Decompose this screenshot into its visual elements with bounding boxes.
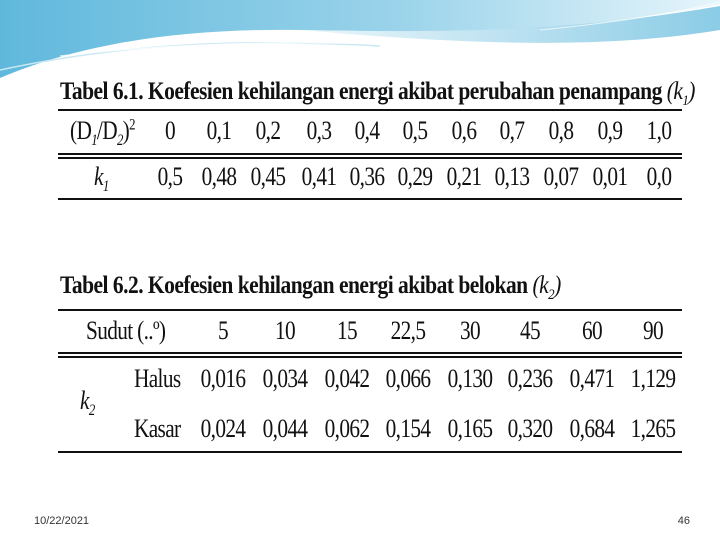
- table-cell: 0,130: [447, 364, 493, 393]
- table-cell: 0,07: [543, 162, 579, 191]
- r1-d: 2: [116, 132, 123, 150]
- table-2-header-label: Sudut (..º): [86, 316, 166, 345]
- title1-sym: (k: [666, 78, 683, 105]
- title2-sym: (k: [532, 272, 549, 299]
- table-cell: 0,41: [301, 162, 337, 191]
- table-cell: 0,062: [324, 414, 370, 443]
- r1-e: ): [122, 116, 130, 145]
- g-a: k: [80, 386, 89, 415]
- table-2-row2-label: Kasar: [134, 414, 181, 443]
- table-1-title-text: Tabel 6.1. Koefesien kehilangan energi a…: [60, 78, 662, 105]
- table-cell: 1,0: [646, 116, 672, 145]
- table-2-bottom-rule: [58, 451, 682, 453]
- title1-sym-close: ): [688, 78, 695, 105]
- table-cell: 0,042: [324, 364, 370, 393]
- title2-sym-sub: 2: [548, 287, 555, 303]
- table-1-top-rule: [58, 109, 682, 111]
- table-1-title: Tabel 6.1. Koefesien kehilangan energi a…: [60, 78, 695, 110]
- table-cell: 0,0: [646, 162, 672, 191]
- table-cell: 0,034: [262, 364, 308, 393]
- table-cell: 0,2: [255, 116, 281, 145]
- table-1-row2-label: k1: [94, 162, 109, 196]
- table-cell: 0,684: [569, 414, 615, 443]
- table-1-row1-label: (D1/D2)2: [70, 116, 136, 150]
- table-cell: 0,29: [397, 162, 433, 191]
- r1-f: 2: [129, 116, 135, 134]
- table-cell: 0,7: [499, 116, 525, 145]
- table-cell: 0,5: [157, 162, 183, 191]
- table-cell: 0,36: [349, 162, 385, 191]
- r1-a: (D: [70, 116, 92, 145]
- table-cell: 0,13: [494, 162, 530, 191]
- table-cell: 0,48: [201, 162, 237, 191]
- table-cell: 0,1: [206, 116, 232, 145]
- table-cell: 45: [519, 316, 541, 345]
- table-cell: 0,9: [597, 116, 623, 145]
- r1-b: 1: [91, 132, 97, 150]
- table-2-double-rule-b: [58, 356, 682, 358]
- table-cell: 0,165: [447, 414, 493, 443]
- table-cell: 0,6: [451, 116, 477, 145]
- table-cell: 0,016: [200, 364, 246, 393]
- table-cell: 10: [274, 316, 296, 345]
- header-wave-decoration: [0, 0, 720, 78]
- footer-page-number: 46: [677, 515, 690, 527]
- table-1-double-rule-b: [58, 157, 682, 159]
- table-cell: 90: [642, 316, 664, 345]
- table-cell: 0,5: [402, 116, 428, 145]
- table-cell: 0,471: [569, 364, 615, 393]
- table-2-group-label: k2: [80, 386, 95, 420]
- table-cell: 0,01: [592, 162, 628, 191]
- table-2-double-rule-a: [58, 352, 682, 354]
- table-1-bottom-rule: [58, 198, 682, 200]
- table-2-title: Tabel 6.2. Koefesien kehilangan energi a…: [60, 272, 561, 304]
- table-cell: 15: [336, 316, 358, 345]
- table-2-top-rule: [58, 309, 682, 311]
- table-2-title-symbol: (k2): [532, 272, 561, 303]
- table-cell: 0,3: [306, 116, 332, 145]
- title1-sym-sub: 1: [682, 93, 689, 109]
- table-cell: 5: [217, 316, 229, 345]
- table-cell: 0,236: [507, 364, 553, 393]
- g-b: 2: [88, 402, 95, 420]
- table-cell: 0,320: [507, 414, 553, 443]
- table-2-row1-label: Halus: [134, 364, 181, 393]
- table-1-title-symbol: (k1): [666, 78, 696, 109]
- table-cell: 0,024: [200, 414, 246, 443]
- footer-date: 10/22/2021: [34, 515, 90, 527]
- table-cell: 0,45: [250, 162, 286, 191]
- r1-c: /D: [96, 116, 118, 145]
- table-cell: 0,154: [385, 414, 431, 443]
- table-cell: 1,129: [630, 364, 676, 393]
- table-cell: 60: [581, 316, 603, 345]
- table-cell: 22,5: [390, 316, 426, 345]
- table-cell: 0,21: [446, 162, 482, 191]
- table-cell: 0,044: [262, 414, 308, 443]
- r2-b: 1: [102, 178, 109, 196]
- title2-sym-close: ): [554, 272, 561, 299]
- r2-a: k: [94, 162, 103, 191]
- table-1-double-rule-a: [58, 153, 682, 155]
- table-2-title-text: Tabel 6.2. Koefesien kehilangan energi a…: [60, 272, 528, 299]
- table-cell: 0,4: [354, 116, 380, 145]
- table-cell: 0,8: [548, 116, 574, 145]
- table-cell: 30: [459, 316, 481, 345]
- table-cell: 0,066: [385, 364, 431, 393]
- table-cell: 0: [164, 116, 176, 145]
- table-cell: 1,265: [630, 414, 676, 443]
